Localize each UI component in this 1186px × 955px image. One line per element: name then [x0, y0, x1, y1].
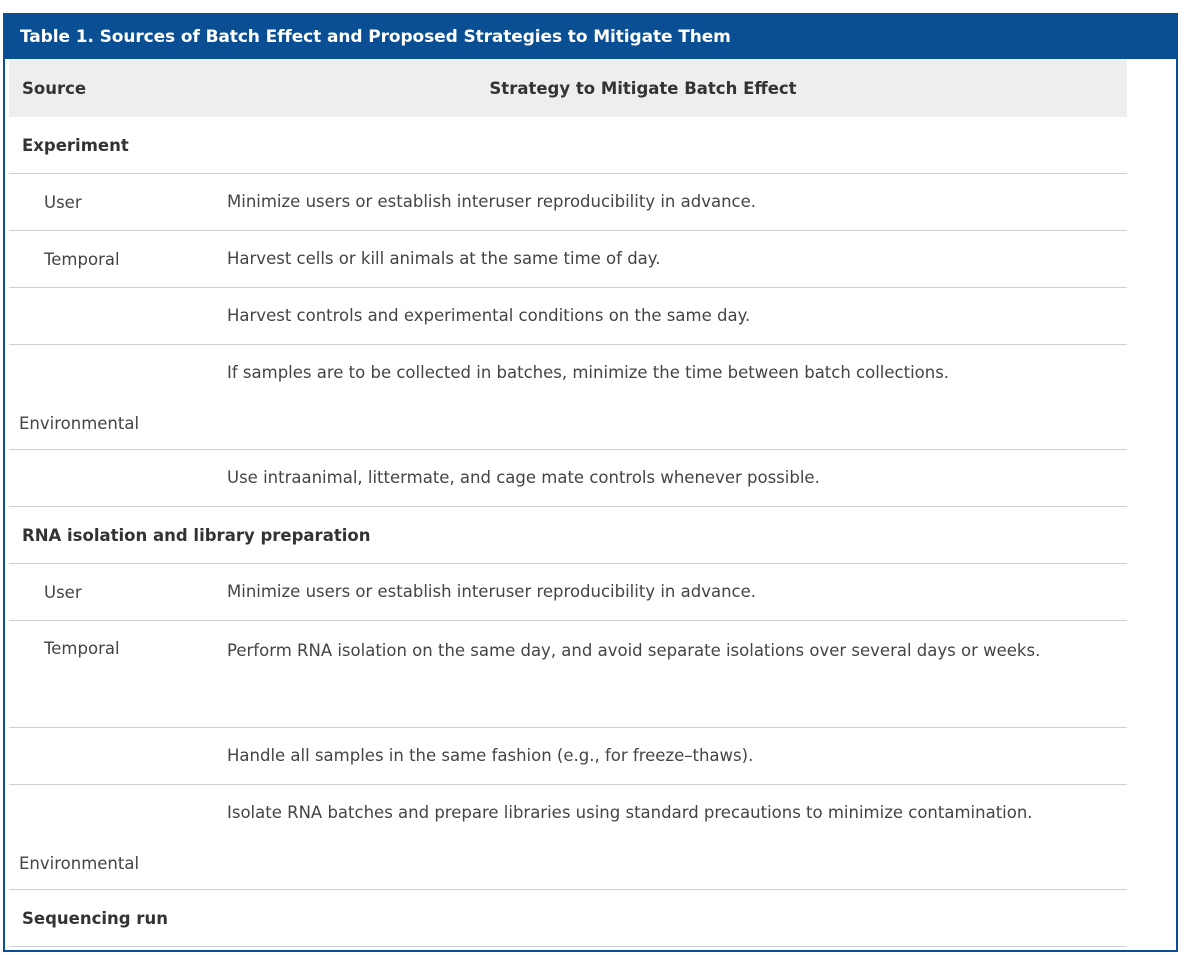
table-row: User Minimize users or establish interus…: [9, 173, 1127, 231]
strategy-cell: Harvest cells or kill animals at the sam…: [219, 230, 1127, 288]
source-cell: User: [9, 173, 219, 231]
table-figure: Table 1. Sources of Batch Effect and Pro…: [3, 13, 1178, 952]
source-cell: [9, 287, 219, 345]
table-row: Use intraanimal, littermate, and cage ma…: [9, 449, 1127, 507]
strategy-cell: Sequence controls and experimental condi…: [219, 947, 1127, 951]
table-row: Harvest controls and experimental condit…: [9, 287, 1127, 345]
strategy-cell: Minimize users or establish interuser re…: [219, 173, 1127, 231]
table-row: Temporal Harvest cells or kill animals a…: [9, 230, 1127, 288]
source-cell: Temporal: [9, 230, 219, 288]
source-cell: [9, 727, 219, 785]
source-cell: Environmental: [9, 344, 219, 450]
source-cell: User: [9, 563, 219, 621]
table-row: Temporal Perform RNA isolation on the sa…: [9, 620, 1127, 728]
table-row: Environmental If samples are to be colle…: [9, 344, 1127, 450]
section-title: Experiment: [9, 117, 1127, 174]
table-row: Environmental Isolate RNA batches and pr…: [9, 784, 1127, 890]
strategy-cell: Perform RNA isolation on the same day, a…: [219, 620, 1127, 728]
section-title: RNA isolation and library preparation: [9, 506, 1127, 564]
strategy-cell: Use intraanimal, littermate, and cage ma…: [219, 449, 1127, 507]
strategy-cell: If samples are to be collected in batche…: [219, 344, 1127, 450]
table-caption: Table 1. Sources of Batch Effect and Pro…: [5, 15, 1176, 59]
source-cell: Environmental: [9, 784, 219, 890]
section-row-experiment: Experiment: [9, 117, 1127, 174]
column-header-source: Source: [9, 59, 219, 117]
batch-effect-table: Source Strategy to Mitigate Batch Effect…: [9, 59, 1127, 951]
section-row-rna-isolation: RNA isolation and library preparation: [9, 506, 1127, 564]
strategy-cell: Handle all samples in the same fashion (…: [219, 727, 1127, 785]
source-cell: [9, 449, 219, 507]
table-row: Temporal Sequence controls and experimen…: [9, 947, 1127, 951]
column-header-strategy: Strategy to Mitigate Batch Effect: [219, 59, 1127, 117]
section-row-sequencing-run: Sequencing run: [9, 889, 1127, 947]
strategy-cell: Isolate RNA batches and prepare librarie…: [219, 784, 1127, 890]
table-header-row: Source Strategy to Mitigate Batch Effect: [9, 59, 1127, 117]
strategy-cell: Minimize users or establish interuser re…: [219, 563, 1127, 621]
table-row: User Minimize users or establish interus…: [9, 563, 1127, 621]
source-cell: Temporal: [9, 947, 219, 951]
section-title: Sequencing run: [9, 889, 1127, 947]
strategy-cell: Harvest controls and experimental condit…: [219, 287, 1127, 345]
source-cell: Temporal: [9, 620, 219, 728]
table-row: Handle all samples in the same fashion (…: [9, 727, 1127, 785]
